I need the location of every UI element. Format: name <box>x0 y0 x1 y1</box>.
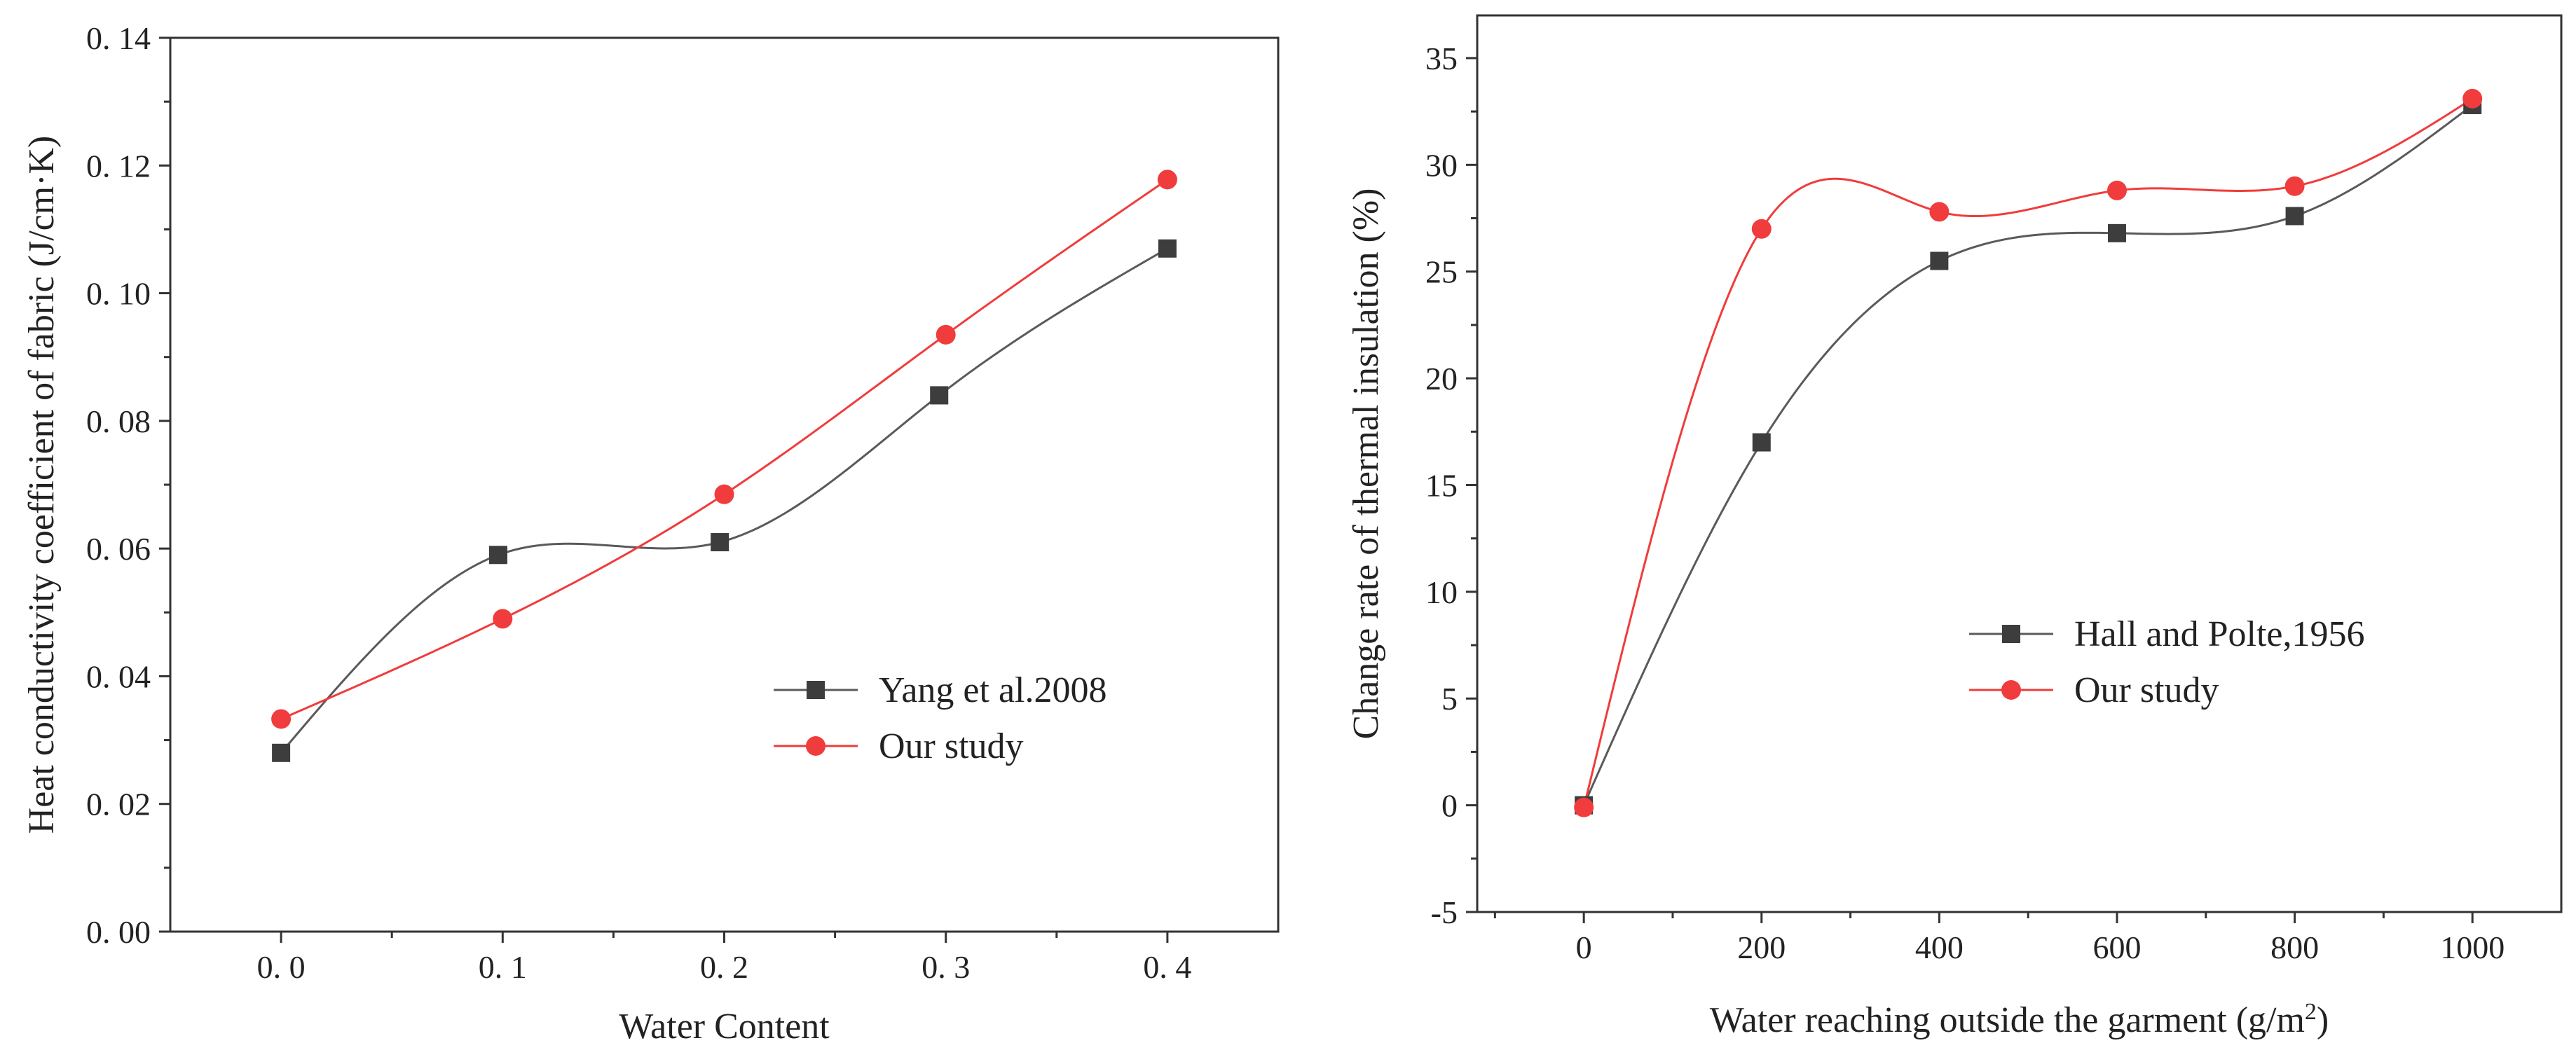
data-point-square <box>1930 251 1949 270</box>
y-tick-label: 35 <box>1425 41 1458 76</box>
y-tick-label: 0. 12 <box>86 148 151 184</box>
y-tick-label: 10 <box>1425 574 1458 610</box>
y-axis-title: Heat conductivity coefficient of fabric … <box>22 136 62 834</box>
y-tick-label: 25 <box>1425 254 1458 290</box>
y-tick-label: 0. 00 <box>86 914 151 950</box>
chart-thermal-insulation: 0 200 400 600 800 1000 -5 0 5 10 15 20 25 30 35 Water r… <box>1346 14 2563 1041</box>
legend-marker-circle <box>806 736 825 756</box>
data-point-circle <box>936 324 956 345</box>
x-tick-label: 0. 4 <box>1143 949 1191 985</box>
y-tick-label: 0. 14 <box>86 20 151 56</box>
legend-marker-square <box>807 681 825 699</box>
x-axis-title-end: ) <box>2317 1000 2329 1040</box>
x-tick-label: 0. 0 <box>257 949 306 985</box>
data-point-circle <box>1574 797 1594 817</box>
data-point-circle <box>2462 88 2483 109</box>
x-tick-label: 0. 2 <box>700 949 748 985</box>
y-tick-label: 0. 04 <box>86 658 151 694</box>
y-tick-label: 5 <box>1441 681 1458 717</box>
x-tick-label: 600 <box>2092 930 2141 965</box>
legend-marker-circle <box>2001 680 2021 700</box>
y-tick-label: 0. 06 <box>86 531 151 567</box>
data-point-square <box>488 546 507 565</box>
data-point-square <box>1158 239 1177 258</box>
y-tick-label: 20 <box>1425 361 1458 396</box>
x-tick-label: 0. 1 <box>479 949 527 985</box>
data-point-square <box>2285 207 2304 226</box>
x-axis-title: Water Content <box>619 1007 830 1046</box>
x-tick-label: 0. 3 <box>922 949 970 985</box>
series-line-1 <box>280 179 1168 720</box>
data-point-square <box>272 743 291 762</box>
data-point-circle <box>1929 202 1950 222</box>
legend-label: Yang et al.2008 <box>879 670 1107 710</box>
data-point-square <box>2107 223 2126 242</box>
chart-heat-conductivity: 0. 0 0. 1 0. 2 0. 3 0. 4 0. 00 0. 02 0. 04 0. 06… <box>22 20 1280 1046</box>
x-tick-label: 0 <box>1576 930 1592 965</box>
x-axis-title-superscript: 2 <box>2305 999 2317 1025</box>
data-point-circle <box>2284 176 2305 196</box>
series-line-1 <box>1582 97 2474 808</box>
legend-marker-square <box>2002 625 2020 643</box>
data-point-circle <box>271 709 292 729</box>
legend-label: Our study <box>879 726 1024 766</box>
data-point-circle <box>1157 170 1177 190</box>
x-tick-label: 400 <box>1915 930 1964 965</box>
y-tick-label: 0. 10 <box>86 276 151 312</box>
y-tick-label: 0. 02 <box>86 787 151 822</box>
x-tick-label: 1000 <box>2440 930 2505 965</box>
legend-label: Hall and Polte,1956 <box>2074 614 2365 654</box>
data-point-circle <box>1751 219 1772 239</box>
x-axis-title: Water reaching outside the garment (g/m2… <box>1710 999 2329 1041</box>
legend-label: Our study <box>2074 670 2219 710</box>
y-tick-label: 0 <box>1441 788 1458 824</box>
data-point-square <box>711 533 729 552</box>
series-line-0 <box>1582 104 2474 806</box>
plot-frame <box>1476 14 2563 913</box>
data-point-circle <box>714 484 734 504</box>
y-tick-label: 0. 08 <box>86 403 151 439</box>
y-tick-label: -5 <box>1431 894 1458 930</box>
data-point-square <box>930 386 949 405</box>
y-tick-label: 30 <box>1425 147 1458 183</box>
x-tick-label: 200 <box>1737 930 1786 965</box>
data-point-circle <box>493 609 513 629</box>
data-point-square <box>1752 433 1771 452</box>
data-point-circle <box>2106 180 2127 200</box>
x-tick-label: 800 <box>2270 930 2319 965</box>
y-axis-title: Change rate of thermal insulation (%) <box>1346 188 1386 740</box>
y-tick-label: 15 <box>1425 467 1458 503</box>
